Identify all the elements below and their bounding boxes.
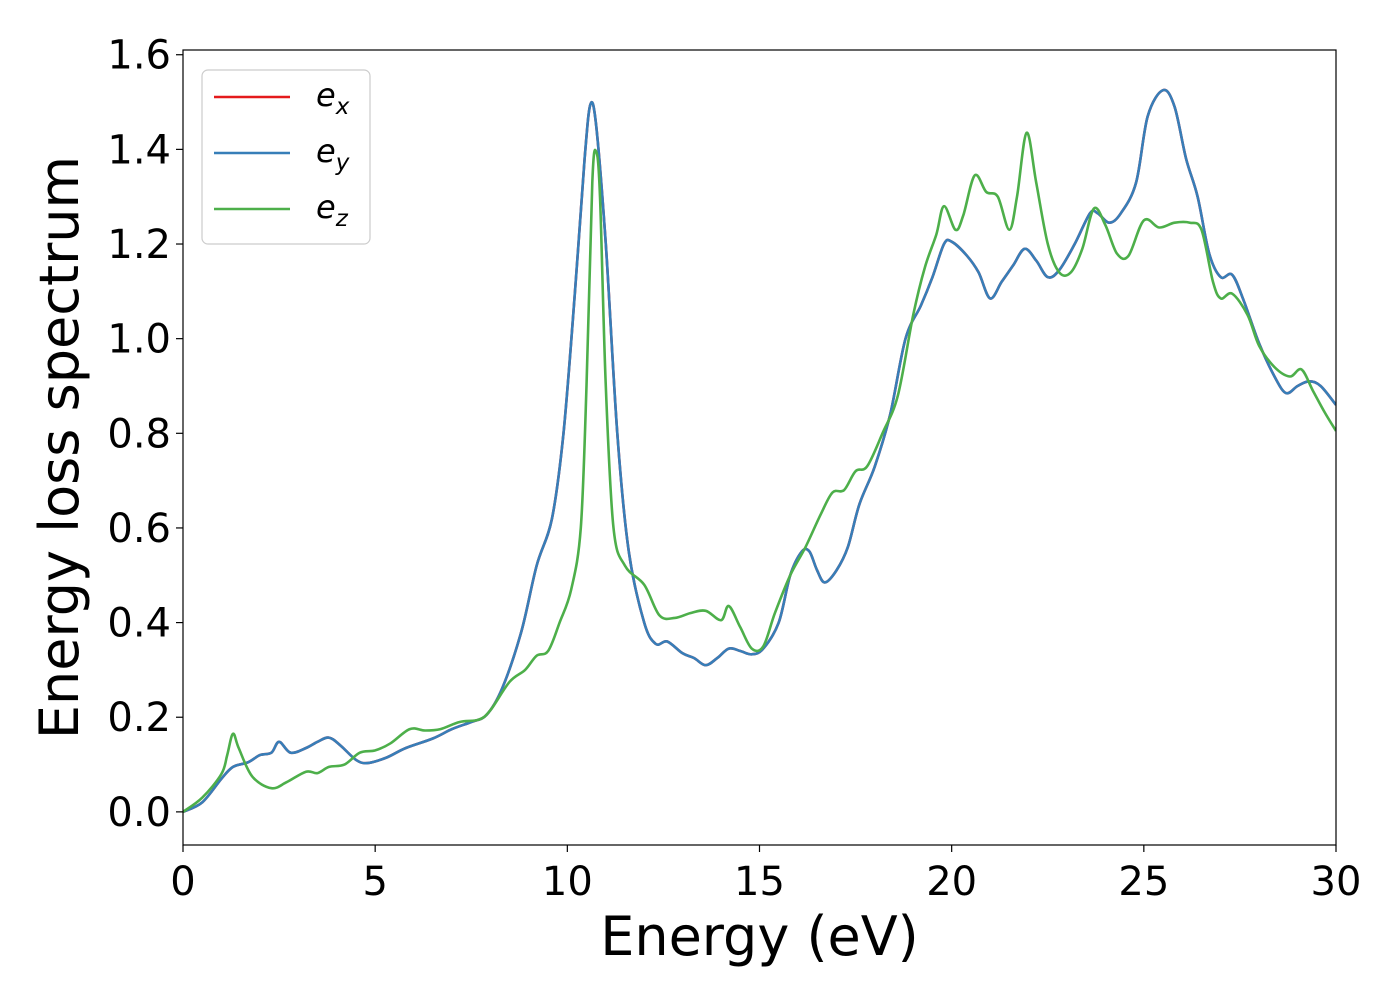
legend-label-z: ez <box>316 188 349 232</box>
x-axis-label: Energy (eV) <box>600 905 919 968</box>
x-tick-label: 10 <box>542 859 593 905</box>
y-tick-label: 0.2 <box>107 695 171 741</box>
x-tick-label: 15 <box>734 859 785 905</box>
y-tick-label: 0.0 <box>107 790 171 836</box>
series-line-z <box>183 131 1336 813</box>
x-tick-label: 0 <box>170 859 195 905</box>
x-tick-label: 25 <box>1118 859 1169 905</box>
y-tick-label: 0.8 <box>107 411 171 457</box>
y-tick-label: 1.6 <box>107 33 171 79</box>
x-tick-label: 5 <box>362 859 387 905</box>
y-tick-label: 1.2 <box>107 222 171 268</box>
x-tick-label: 30 <box>1311 859 1362 905</box>
legend-label-y: ey <box>316 132 350 176</box>
series-lines <box>183 88 1336 814</box>
y-tick-label: 1.4 <box>107 127 171 173</box>
y-axis-ticks: 0.0 0.2 0.4 0.6 0.8 1.0 1.2 1.4 1.6 <box>107 33 183 836</box>
legend: ex ey ez <box>201 69 371 245</box>
x-axis-ticks: 0 5 10 15 20 25 30 <box>170 845 1361 905</box>
y-tick-label: 0.6 <box>107 506 171 552</box>
x-tick-label: 20 <box>926 859 977 905</box>
series-line-y <box>183 88 1336 814</box>
legend-label-x: ex <box>316 76 350 120</box>
legend-box <box>201 69 371 245</box>
y-tick-label: 1.0 <box>107 317 171 363</box>
y-tick-label: 0.4 <box>107 601 171 647</box>
y-axis-label: Energy loss spectrum <box>28 156 91 739</box>
